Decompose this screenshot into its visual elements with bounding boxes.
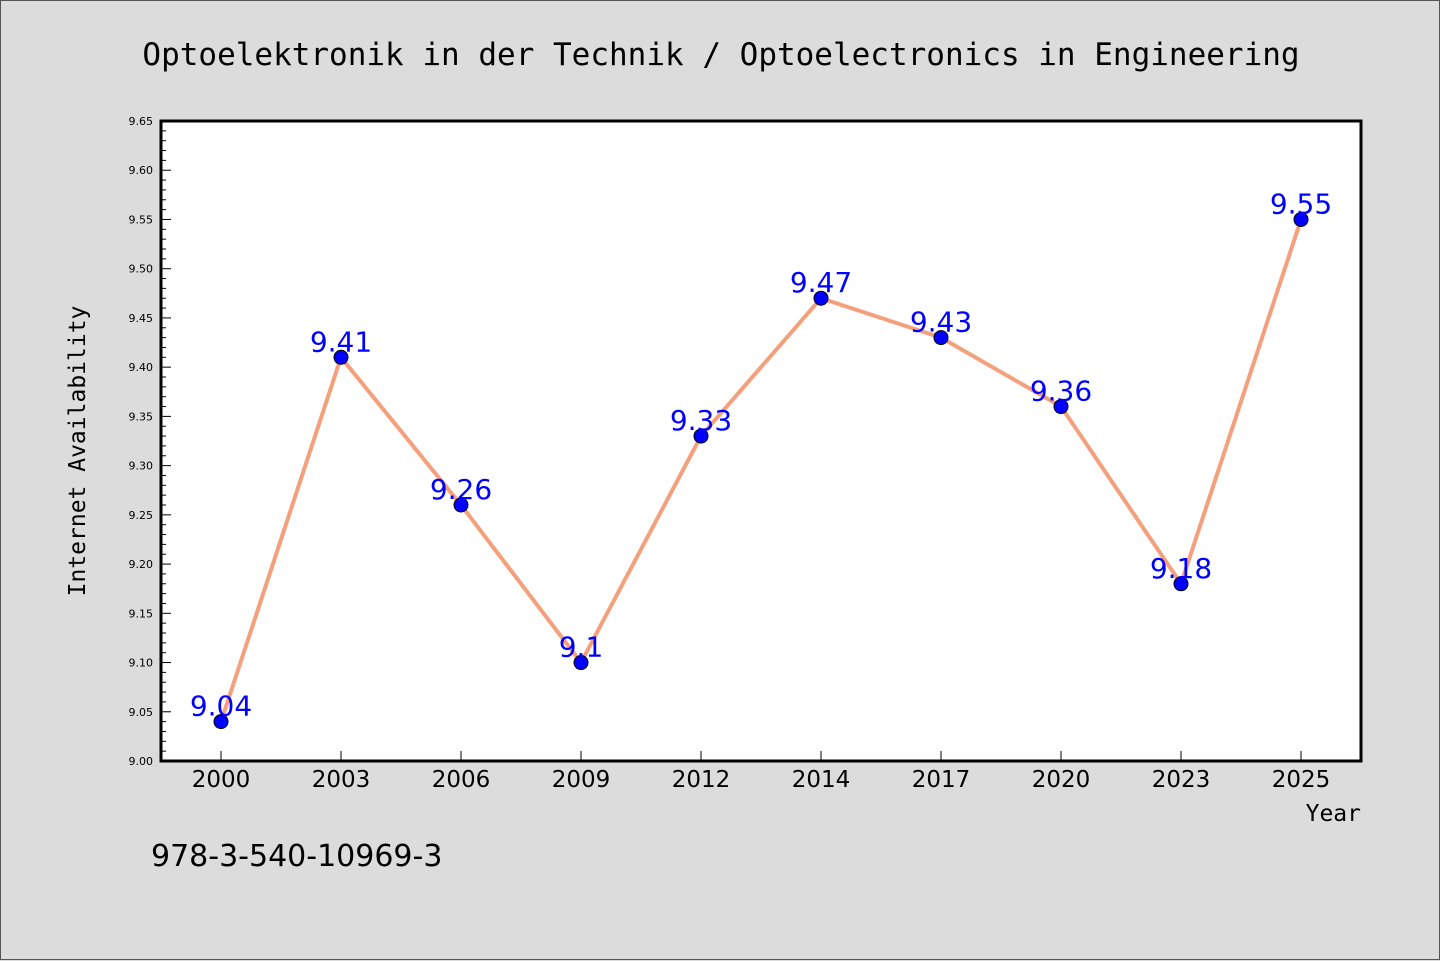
y-tick-label: 9.65 <box>129 115 154 128</box>
x-axis: 2000 2003 2006 2009 2012 2014 2017 2020 2023 2025 <box>192 751 1331 793</box>
data-point <box>573 655 589 671</box>
data-label: 9.43 <box>910 306 972 339</box>
y-tick-label: 9.15 <box>129 607 154 620</box>
data-point <box>333 349 349 365</box>
y-tick-label: 9.20 <box>129 558 154 571</box>
data-point <box>453 497 469 513</box>
data-point <box>1173 576 1189 592</box>
data-label: 9.04 <box>190 690 252 723</box>
y-tick-label: 9.35 <box>129 410 154 423</box>
data-label: 9.18 <box>1150 552 1212 585</box>
y-tick-label: 9.10 <box>129 657 154 670</box>
x-tick-label: 2023 <box>1152 767 1211 793</box>
y-tick-label: 9.50 <box>129 263 154 276</box>
x-tick-label: 2000 <box>192 767 251 793</box>
data-label: 9.33 <box>670 404 732 437</box>
series-layer: 9.04 9.41 9.26 9.1 9.33 9.47 9.43 9.36 9.18 9.55 <box>190 187 1332 730</box>
y-tick-label: 9.05 <box>129 706 154 719</box>
data-label: 9.1 <box>559 631 604 664</box>
y-tick-label: 9.30 <box>129 460 154 473</box>
data-label: 9.36 <box>1030 375 1092 408</box>
x-tick-label: 2006 <box>432 767 491 793</box>
data-label: 9.41 <box>310 325 372 358</box>
y-axis-label: Internet Availability <box>65 306 91 597</box>
x-tick-label: 2003 <box>312 767 371 793</box>
x-axis-label: Year <box>1306 801 1361 827</box>
data-point <box>813 290 829 306</box>
x-tick-label: 2009 <box>552 767 611 793</box>
data-label: 9.47 <box>790 266 852 299</box>
series-line <box>219 218 1303 723</box>
x-tick-label: 2012 <box>672 767 731 793</box>
isbn-text: 978-3-540-10969-3 <box>151 839 442 874</box>
y-tick-label: 9.55 <box>129 213 154 226</box>
data-point <box>693 428 709 444</box>
y-tick-label: 9.00 <box>129 755 154 768</box>
data-point <box>1053 399 1069 415</box>
chart-title: Optoelektronik in der Technik / Optoelec… <box>142 37 1299 73</box>
x-tick-label: 2020 <box>1032 767 1091 793</box>
data-label: 9.55 <box>1270 187 1332 220</box>
x-tick-label: 2025 <box>1272 767 1331 793</box>
data-point <box>933 330 949 346</box>
x-tick-label: 2017 <box>912 767 971 793</box>
y-tick-label: 9.25 <box>129 509 154 522</box>
y-tick-label: 9.40 <box>129 361 154 374</box>
y-axis: 9.00 9.05 9.10 9.15 9.20 9.25 9.30 9.35 9.40 9.45… <box>129 115 171 768</box>
data-point <box>1293 211 1309 227</box>
data-label: 9.26 <box>430 473 492 506</box>
plot-area <box>159 119 1363 763</box>
x-tick-label: 2014 <box>792 767 851 793</box>
y-tick-label: 9.45 <box>129 312 154 325</box>
data-point <box>213 714 229 730</box>
y-tick-label: 9.60 <box>129 164 154 177</box>
